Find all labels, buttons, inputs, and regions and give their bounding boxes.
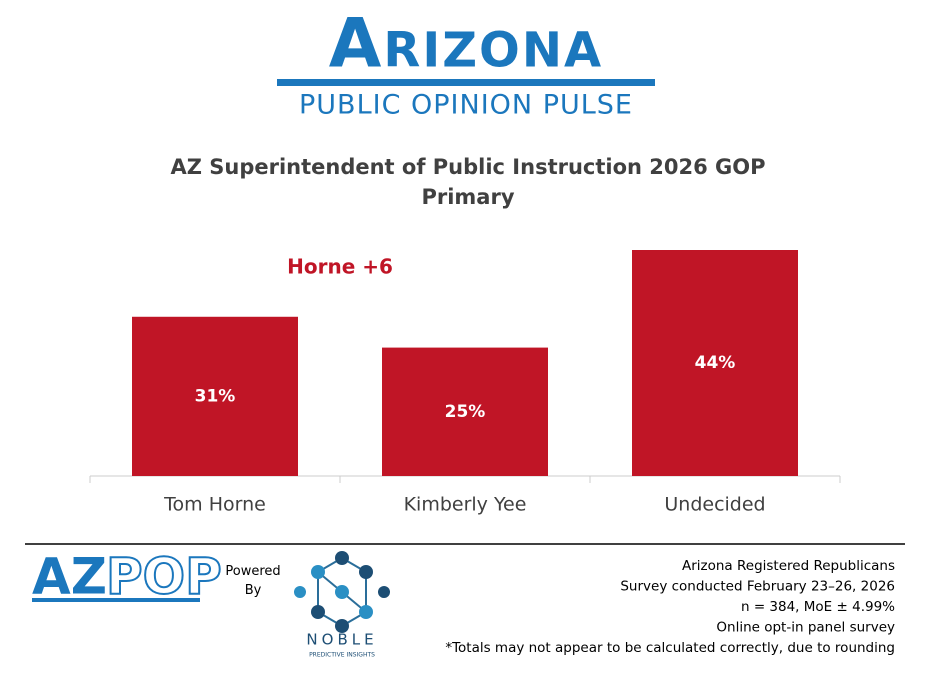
bar [632, 250, 798, 476]
footnote: n = 384, MoE ± 4.99% [741, 599, 895, 615]
annotation: Horne +6 [287, 255, 393, 279]
noble-tagline: PREDICTIVE INSIGHTS [309, 652, 375, 659]
x-tick-label: Tom Horne [163, 494, 266, 516]
brand-rule [277, 79, 655, 86]
footnote: Survey conducted February 23–26, 2026 [620, 579, 895, 595]
chart-title: AZ Superintendent of Public Instruction … [170, 155, 766, 209]
logo-az: AZ [32, 548, 107, 606]
noble-icon [294, 551, 390, 633]
footnote: *Totals may not appear to be calculated … [445, 640, 895, 656]
powered-by-box: Powered By [225, 564, 281, 598]
x-tick-label: Undecided [664, 494, 765, 516]
noble-name: NOBLE [306, 631, 377, 649]
bar [132, 316, 298, 476]
bar [382, 347, 548, 476]
value-label: 31% [195, 386, 236, 406]
logo-pop: POP [106, 548, 222, 606]
footnote: Online opt-in panel survey [716, 620, 895, 636]
value-label: 44% [695, 353, 736, 373]
x-tick-label: Kimberly Yee [404, 494, 527, 516]
logo-rule [32, 598, 200, 602]
value-label: 25% [445, 402, 486, 422]
footnote: Arizona Registered Republicans [682, 558, 895, 574]
powered-by: Powered By [225, 564, 281, 598]
brand-subtitle: PUBLIC OPINION PULSE [299, 90, 633, 121]
brand: Arizona [329, 5, 603, 84]
